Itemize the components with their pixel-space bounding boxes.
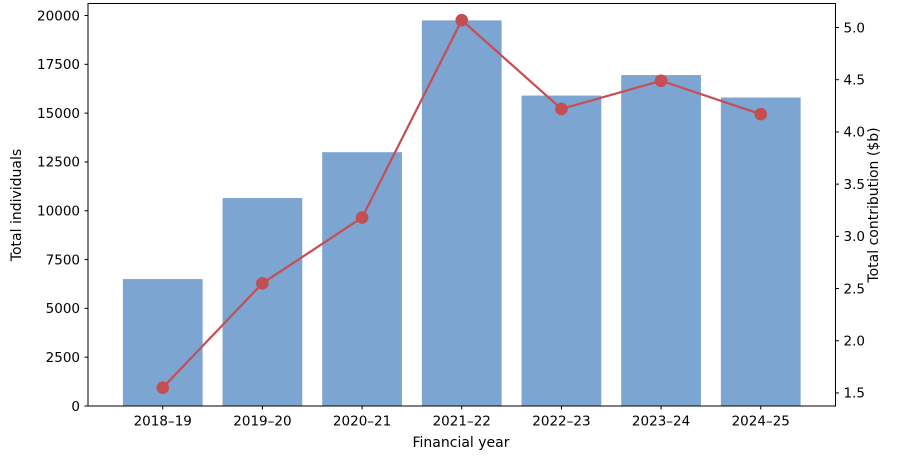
y-tick-label-right: 4.5 — [844, 73, 865, 89]
bar — [621, 75, 701, 406]
y-tick-label-right: 4.0 — [844, 125, 865, 141]
bar — [421, 20, 502, 406]
y-tick-label-left: 15000 — [37, 106, 80, 122]
x-tick-label: 2024–25 — [732, 414, 790, 430]
y-tick-label-left: 0 — [71, 399, 80, 415]
y-tick-label-left: 20000 — [37, 8, 80, 24]
y-axis-label-left: Total individuals — [9, 149, 25, 262]
line-marker — [654, 74, 668, 88]
bar — [322, 152, 402, 406]
y-axis-label-right: Total contribution ($b) — [866, 127, 882, 283]
y-tick-label-right: 3.5 — [844, 177, 865, 193]
ticks-layer: 0 2500 5000 7500 10000 12500 15000 17500 20000 1.… — [37, 8, 865, 429]
y-tick-label-right: 5.0 — [844, 20, 865, 36]
line-marker — [555, 102, 568, 116]
bar — [720, 97, 801, 406]
y-tick-label-left: 12500 — [37, 155, 80, 171]
y-tick-label-right: 2.0 — [844, 334, 865, 350]
x-tick-label: 2019–20 — [233, 414, 291, 430]
bar — [521, 95, 602, 407]
x-tick-label: 2023–24 — [632, 414, 690, 430]
y-tick-label-left: 10000 — [37, 204, 80, 220]
x-axis-label: Financial year — [413, 435, 510, 451]
x-tick-label: 2020–21 — [333, 414, 391, 430]
x-tick-label: 2018–19 — [134, 414, 192, 430]
line-marker — [455, 13, 469, 27]
line-marker — [256, 277, 269, 290]
x-tick-label: 2022–23 — [532, 414, 590, 430]
y-tick-label-left: 7500 — [46, 252, 80, 268]
bars-layer — [122, 20, 801, 407]
y-tick-label-left: 2500 — [46, 350, 80, 366]
bar — [222, 198, 303, 406]
line-marker — [156, 381, 170, 395]
y-tick-label-left: 5000 — [46, 301, 80, 317]
line-marker — [355, 211, 369, 224]
y-tick-label-right: 3.0 — [844, 229, 865, 245]
y-tick-label-left: 17500 — [37, 57, 80, 73]
line-layer — [156, 13, 768, 395]
y-tick-label-right: 2.5 — [844, 281, 865, 297]
y-tick-label-right: 1.5 — [844, 386, 865, 402]
line-marker — [754, 107, 768, 121]
x-tick-label: 2021–22 — [433, 414, 491, 430]
